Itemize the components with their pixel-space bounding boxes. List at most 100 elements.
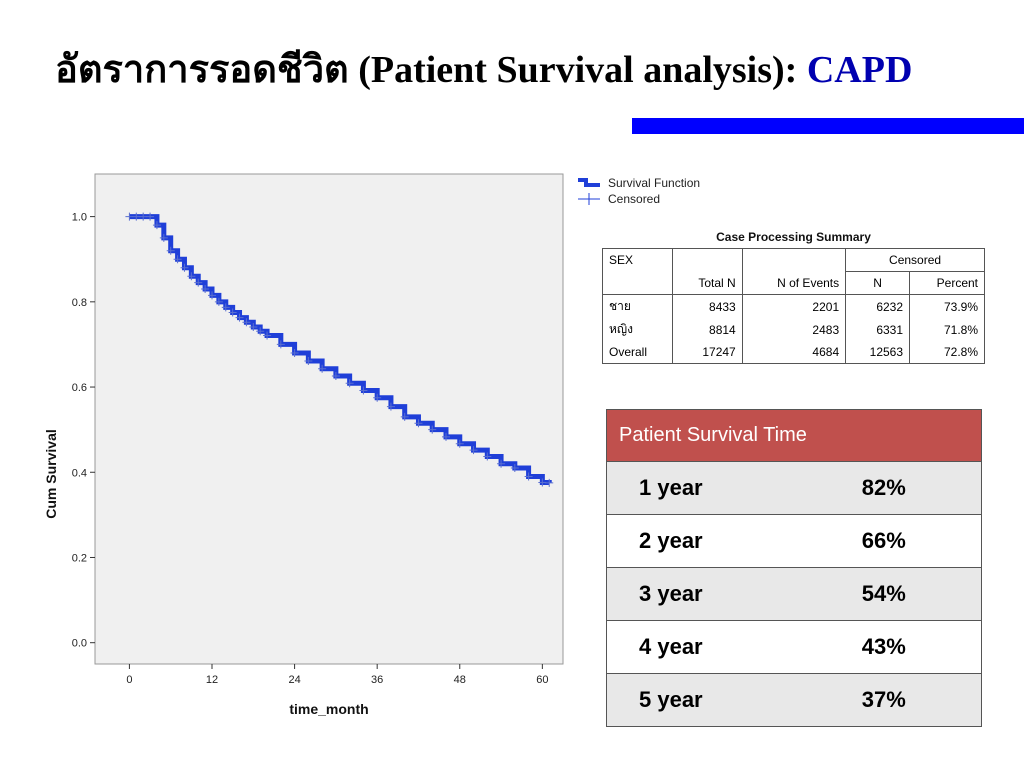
table-row: 4 year 43% [605,620,982,674]
censored-marker [208,291,216,300]
censored-marker [545,478,554,487]
survival-rate: 43% [861,620,982,674]
censored-marker [228,308,237,317]
cell-censored-n: 6232 [845,294,911,318]
cell-events: 2483 [741,318,847,341]
chart-legend: Survival Function Censored [578,175,700,207]
survival-period: 5 year [605,673,862,727]
censored-marker [194,278,203,287]
y-axis-label: Cum Survival [43,429,59,518]
x-tick-label: 48 [454,674,466,686]
plus-marker-icon [578,192,600,206]
page-title: อัตราการรอดชีวิต (Patient Survival analy… [55,38,912,99]
y-axis: 0.0 0.2 0.4 0.6 0.8 1.0 [72,212,95,650]
survival-period: 2 year [605,514,862,568]
legend-label: Censored [608,192,661,206]
censored-marker [235,313,244,322]
plot-area [94,173,564,665]
survival-rate: 54% [861,567,982,621]
cell-percent: 73.9% [909,294,985,318]
censored-marker [483,452,492,461]
censored-marker [187,272,196,281]
cell-total-n: 17247 [672,341,743,364]
survival-curve [125,212,554,487]
censored-marker [180,263,189,272]
censored-marker [345,379,354,388]
censored-marker [166,246,175,255]
case-processing-summary: Case Processing Summary SEX Censored Tot… [601,230,985,364]
censored-marker [304,357,313,366]
header-events: N of Events [741,271,847,295]
header-blank [601,271,674,295]
cell-total-n: 8433 [672,294,743,318]
censored-marker [173,255,182,264]
censored-marker [132,212,141,221]
censored-marker [442,432,450,441]
x-tick-label: 0 [126,674,132,686]
table-row: 5 year 37% [605,673,982,727]
x-axis: 0 12 24 36 48 60 [126,664,548,686]
survival-period: 1 year [605,461,862,515]
censored-marker [249,322,258,331]
censored-marker [256,327,265,336]
survival-table-header: Patient Survival Time [606,409,982,462]
censored-marker [414,419,423,428]
legend-item-censored: Censored [578,191,700,207]
censored-marker [386,402,395,411]
cell-events: 2201 [741,294,847,318]
legend-item-survival: Survival Function [578,175,700,191]
censored-marker [538,478,547,487]
x-tick-label: 60 [536,674,548,686]
x-axis-label: time_month [289,701,368,717]
y-tick-label: 0.2 [72,552,87,564]
table-row: หญิง 8814 2483 6331 71.8% [601,318,985,341]
censored-marker [125,212,134,221]
censored-marker [469,446,478,455]
survival-rate: 37% [861,673,982,727]
censored-marker [221,303,230,312]
censored-marker [276,340,285,349]
step-line-icon [578,176,600,190]
censored-marker [428,425,437,434]
censored-marker [159,233,168,242]
cell-censored-n: 12563 [845,341,911,364]
censored-marker [146,212,155,221]
x-tick-label: 12 [206,674,218,686]
censored-marker [497,459,506,468]
header-percent: Percent [909,271,985,295]
cell-percent: 71.8% [909,318,985,341]
censored-marker [201,285,210,294]
censored-marker [263,331,272,340]
row-label: หญิง [601,318,674,341]
header-blank [741,248,847,272]
row-label: ชาย [601,294,674,318]
title-main: อัตราการรอดชีวิต (Patient Survival analy… [55,49,807,91]
title-accent: CAPD [806,49,913,91]
censored-marker [318,364,327,373]
censored-marker [290,348,299,357]
x-tick-label: 24 [288,674,300,686]
y-tick-label: 0.4 [72,467,87,479]
censored-marker [510,464,519,472]
header-censored: Censored [845,248,985,272]
censored-marker [152,221,161,230]
summary-table: SEX Censored Total N N of Events N Perce… [601,248,985,364]
censored-marker [242,318,251,327]
legend-label: Survival Function [608,176,701,190]
header-total-n: Total N [672,271,743,295]
accent-bar [632,118,1024,134]
censored-marker [139,212,148,221]
summary-caption: Case Processing Summary [716,230,871,244]
y-tick-label: 0.0 [72,638,87,650]
cell-total-n: 8814 [672,318,743,341]
header-blank [672,248,743,272]
y-tick-label: 0.6 [72,382,87,394]
survival-rate: 66% [861,514,982,568]
cell-censored-n: 6331 [845,318,911,341]
y-tick-label: 0.8 [72,297,87,309]
table-row: 1 year 82% [605,461,982,515]
y-tick-label: 1.0 [72,212,87,224]
censored-marker [524,472,533,481]
censored-marker [400,412,409,421]
survival-rate: 82% [861,461,982,515]
